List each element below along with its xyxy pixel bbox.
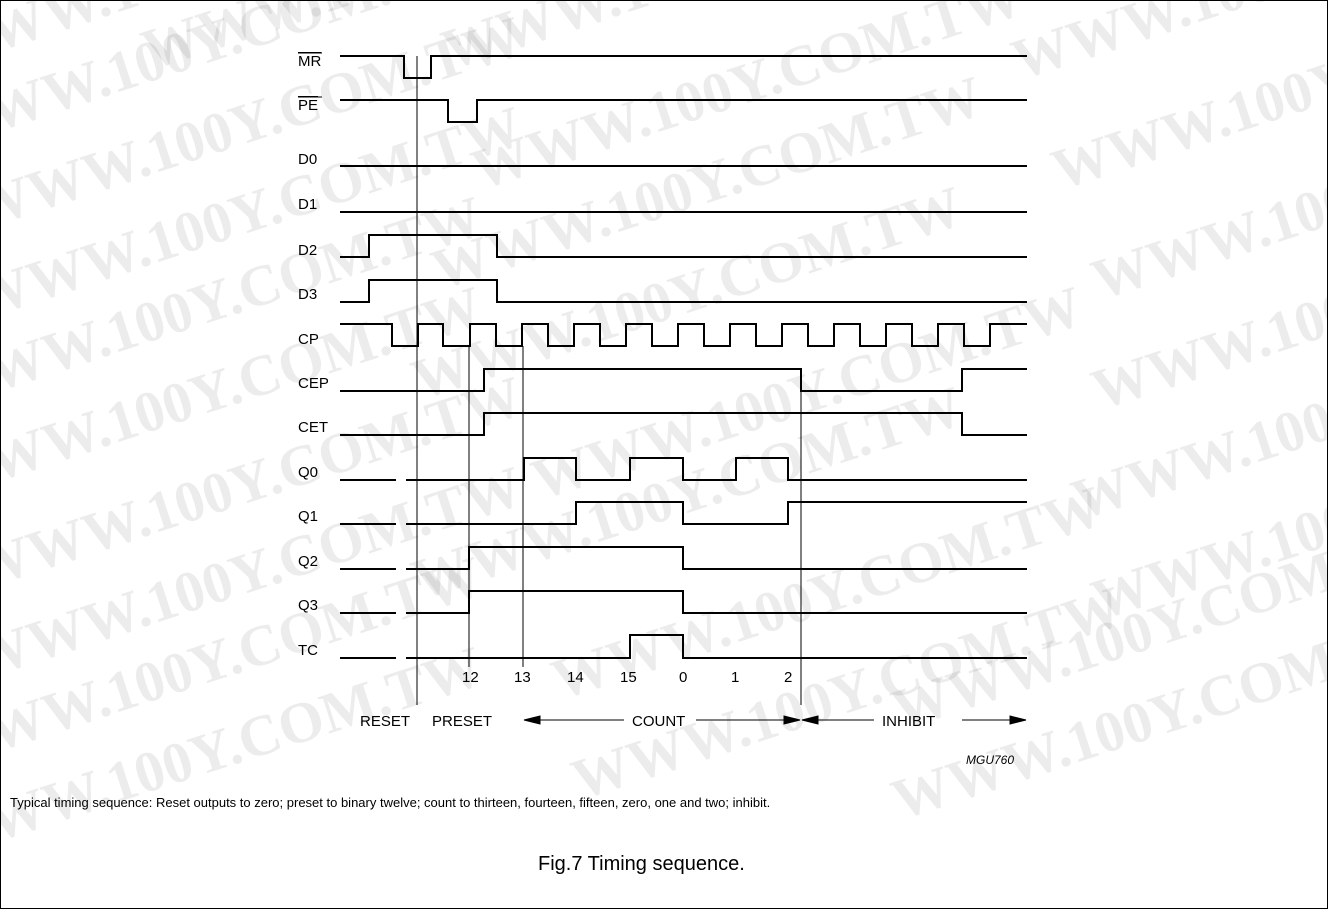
count-arrow-right-head (783, 715, 801, 725)
waveform-q0 (340, 457, 1027, 481)
phase-label-count: COUNT (632, 713, 685, 730)
phase-label-reset: RESET (360, 713, 410, 730)
signal-label-q2: Q2 (298, 553, 318, 570)
count-arrow-left-head (523, 715, 541, 725)
waveform-d2 (340, 234, 1027, 258)
signal-label-cet: CET (298, 419, 328, 436)
waveform-q3 (340, 590, 1027, 614)
tick-label-1: 1 (731, 669, 739, 686)
tick-label-2: 2 (784, 669, 792, 686)
waveform-cep (340, 368, 1027, 392)
waveforms (340, 55, 1027, 659)
signal-labels: MR PE D0 D1 D2 D3 CP CEP CET Q0 Q1 Q2 Q3 TC (298, 52, 329, 659)
signal-label-q3: Q3 (298, 597, 318, 614)
signal-label-d2: D2 (298, 242, 317, 259)
tick-label-15: 15 (620, 669, 637, 686)
signal-label-mr: MR (298, 53, 321, 70)
figure-code: MGU760 (966, 753, 1014, 767)
signal-label-d1: D1 (298, 196, 317, 213)
tick-label-0: 0 (679, 669, 687, 686)
signal-label-q0: Q0 (298, 464, 318, 481)
time-markers (416, 56, 802, 705)
signal-label-tc: TC (298, 642, 318, 659)
figure-title: Fig.7 Timing sequence. (538, 853, 745, 875)
waveform-cp (340, 323, 1027, 347)
waveform-tc (340, 634, 1027, 659)
signal-label-pe: PE (298, 97, 318, 114)
phase-label-preset: PRESET (432, 713, 492, 730)
waveform-pe (340, 99, 1027, 123)
tick-label-12: 12 (462, 669, 479, 686)
count-tick-labels: 12 13 14 15 0 1 2 (462, 669, 792, 686)
tick-label-13: 13 (514, 669, 531, 686)
waveform-cet (340, 412, 1027, 436)
phase-annotations: RESET PRESET COUNT INHIBIT (360, 713, 1027, 730)
figure-caption: Typical timing sequence: Reset outputs t… (10, 795, 770, 810)
inhibit-arrow-right-head (1009, 715, 1027, 725)
signal-label-d3: D3 (298, 286, 317, 303)
phase-label-inhibit: INHIBIT (882, 713, 935, 730)
waveform-q1 (340, 501, 1027, 525)
signal-label-q1: Q1 (298, 508, 318, 525)
signal-label-d0: D0 (298, 151, 317, 168)
waveform-q2 (340, 546, 1027, 570)
inhibit-arrow-left-head (801, 715, 819, 725)
waveform-d3 (340, 279, 1027, 303)
signal-label-cep: CEP (298, 375, 329, 392)
signal-label-cp: CP (298, 331, 319, 348)
tick-label-14: 14 (567, 669, 584, 686)
